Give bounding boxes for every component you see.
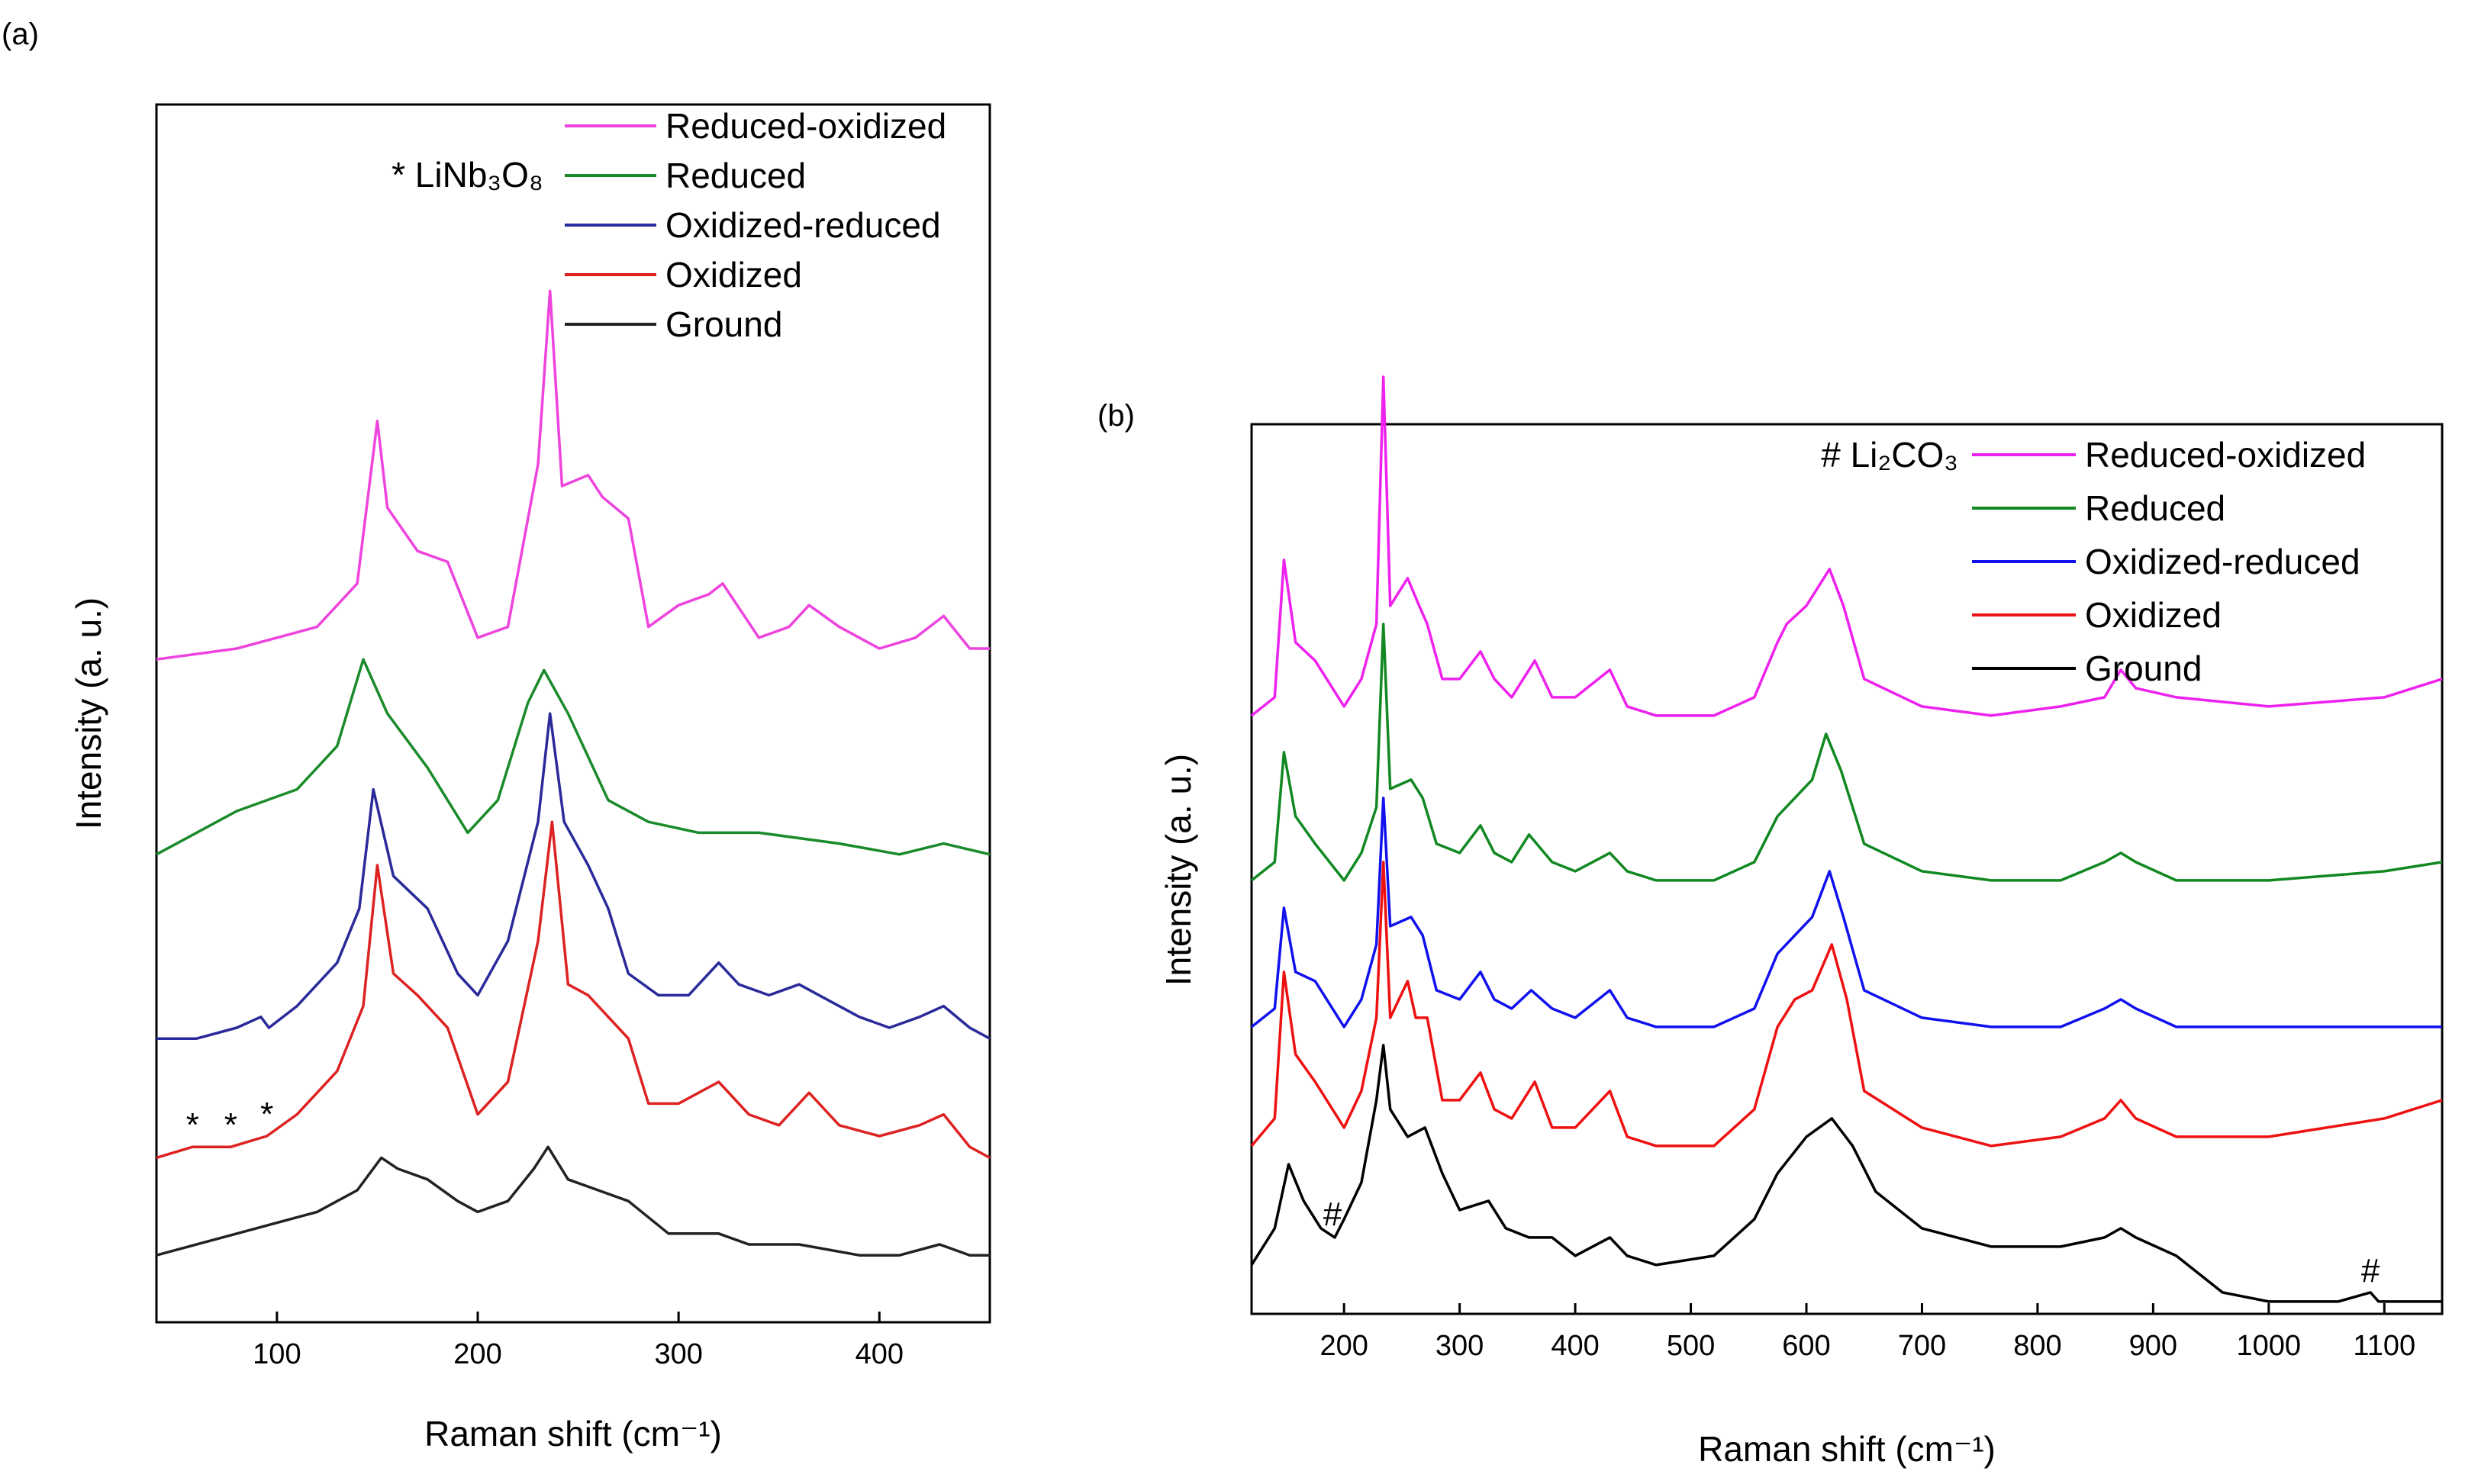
- panel-b-x-ticks: 200 300 400 500 600 700 800 900 1000 1100: [1320, 1303, 2415, 1362]
- x-tick-label: 800: [2013, 1330, 2061, 1362]
- panel-b-series: [1250, 375, 2443, 1303]
- legend-entry-label: Reduced-oxidized: [665, 106, 946, 146]
- panel-a-series: [156, 289, 991, 1257]
- panel-b-label: (b): [1097, 399, 1135, 433]
- panel-b-legend-title: # Li₂CO₃: [1821, 435, 1958, 475]
- series-line-oxidized-reduced: [1250, 797, 2442, 1028]
- panel-b-x-axis-title: Raman shift (cm⁻¹): [1698, 1429, 1996, 1469]
- x-tick-label: 500: [1667, 1330, 1715, 1362]
- x-tick-label: 700: [1898, 1330, 1946, 1362]
- x-tick-label: 200: [453, 1338, 501, 1370]
- legend-entry-label: Ground: [2085, 649, 2202, 688]
- panel-a-legend-title: * LiNb₃O₈: [392, 155, 543, 195]
- series-line-ground: [1250, 1044, 2442, 1303]
- series-line-reduced: [1250, 623, 2443, 882]
- x-tick-label: 400: [856, 1338, 904, 1370]
- series-line-oxidized: [156, 820, 991, 1160]
- panel-a-label: (a): [2, 18, 39, 51]
- panel-a-y-axis-title: Intensity (a. u.): [69, 597, 108, 829]
- series-line-reduced-oxidized: [1250, 375, 2443, 717]
- panel-a-legend: * LiNb₃O₈ Reduced-oxidized Reduced Oxidize…: [392, 106, 946, 344]
- x-tick-label: 600: [1782, 1330, 1830, 1362]
- legend-entry-label: Ground: [665, 304, 782, 344]
- panel-b-frame: [1250, 423, 2444, 1315]
- legend-entry-label: Reduced: [2085, 488, 2225, 528]
- panel-a-annotations: * * *: [186, 1096, 273, 1144]
- annotation-marker: *: [186, 1106, 199, 1144]
- annotation-marker: #: [2361, 1252, 2380, 1289]
- series-line-ground: [156, 1145, 990, 1257]
- annotation-marker: *: [224, 1106, 237, 1144]
- series-line-reduced-oxidized: [156, 289, 990, 661]
- series-line-oxidized: [1250, 861, 2443, 1148]
- x-tick-label: 1100: [2353, 1330, 2415, 1362]
- legend-entry-label: Reduced: [665, 156, 806, 195]
- x-tick-label: 200: [1320, 1330, 1368, 1362]
- legend-entry-label: Oxidized: [2085, 595, 2222, 635]
- legend-entry-label: Reduced-oxidized: [2085, 435, 2366, 475]
- panel-b-legend: # Li₂CO₃ Reduced-oxidized Reduced Oxidized…: [1821, 435, 2366, 688]
- series-line-reduced: [156, 658, 991, 856]
- x-tick-label: 900: [2129, 1330, 2177, 1362]
- x-tick-label: 1000: [2237, 1330, 2302, 1362]
- panel-b: (b) 200 300 400 500 600 700 800 900 1000 1100 # # …: [1097, 375, 2444, 1469]
- legend-entry-label: Oxidized-reduced: [2085, 542, 2360, 581]
- legend-entry-label: Oxidized-reduced: [665, 205, 941, 245]
- panel-a-x-axis-title: Raman shift (cm⁻¹): [424, 1414, 722, 1453]
- panel-b-annotations: ##: [1323, 1196, 2380, 1289]
- series-line-oxidized-reduced: [156, 712, 991, 1040]
- panel-a-frame: [155, 103, 991, 1324]
- x-tick-label: 100: [253, 1338, 301, 1370]
- annotation-marker: #: [1323, 1196, 1342, 1233]
- panel-a: (a) 100 200 300 400 * * * Raman shift (cm⁻¹) …: [2, 18, 991, 1453]
- x-tick-label: 400: [1551, 1330, 1599, 1362]
- panel-a-x-ticks: 100 200 300 400: [253, 1312, 904, 1370]
- x-tick-label: 300: [1436, 1330, 1484, 1362]
- x-tick-label: 300: [654, 1338, 702, 1370]
- annotation-marker: *: [260, 1096, 273, 1133]
- legend-entry-label: Oxidized: [665, 255, 802, 295]
- panel-b-y-axis-title: Intensity (a. u.): [1158, 754, 1198, 986]
